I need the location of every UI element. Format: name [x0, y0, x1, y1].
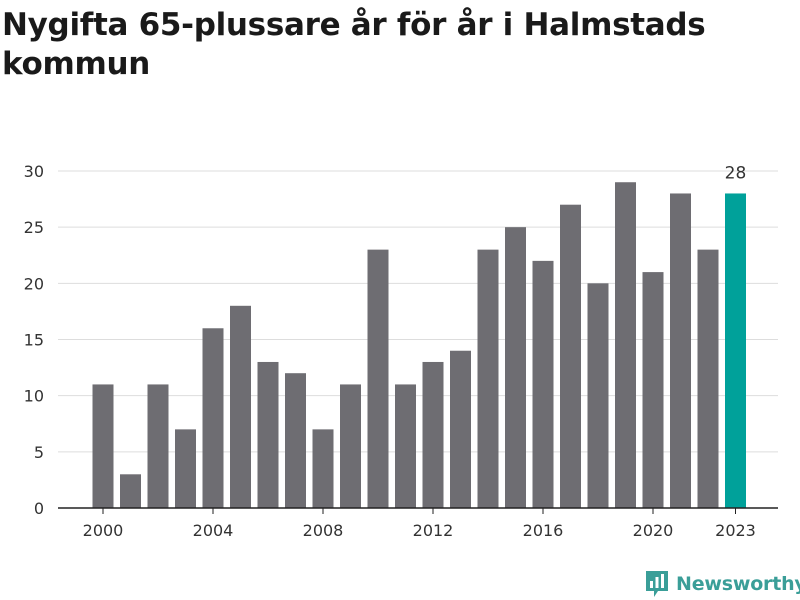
- bar-chart-icon: [646, 571, 668, 597]
- x-tick-label: 2023: [715, 521, 756, 540]
- bar: [312, 429, 334, 508]
- x-tick-label: 2004: [193, 521, 234, 540]
- bar: [120, 474, 141, 508]
- brand-name: Newsworthy: [676, 573, 800, 595]
- bar: [230, 305, 251, 508]
- bar: [395, 384, 416, 508]
- bar: [422, 361, 444, 508]
- bar: [587, 283, 609, 508]
- bar: [642, 272, 664, 508]
- y-tick-label: 30: [24, 162, 44, 181]
- y-tick-label: 0: [34, 499, 44, 518]
- data-labels: 28: [725, 163, 747, 183]
- x-tick-label: 2016: [523, 521, 564, 540]
- bar: [367, 249, 389, 508]
- bar: [615, 182, 636, 508]
- bar: [450, 350, 471, 508]
- bar-chart: 0 5 10 15 20 25 30 2000 2004 2008 2012 2016 2020 202…: [24, 162, 778, 540]
- bar: [340, 384, 361, 508]
- x-tick-label: 2020: [633, 521, 674, 540]
- bar: [670, 193, 691, 508]
- bar: [175, 429, 196, 508]
- bar: [285, 373, 306, 508]
- x-tick-label: 2008: [303, 521, 344, 540]
- bar: [725, 193, 746, 508]
- newsworthy-brand: Newsworthy: [644, 569, 800, 599]
- bar: [477, 249, 499, 508]
- x-axis: 2000 2004 2008 2012 2016 2020 2023: [58, 507, 778, 540]
- bar: [147, 384, 169, 508]
- chart-title: Nygifta 65-plussare år för år i Halmstad…: [2, 7, 706, 82]
- bar: [257, 361, 279, 508]
- y-tick-label: 5: [34, 443, 44, 462]
- bar: [92, 384, 114, 508]
- bar: [560, 204, 581, 508]
- bars: [92, 182, 746, 508]
- x-tick-label: 2000: [83, 521, 124, 540]
- y-tick-label: 25: [24, 218, 44, 237]
- bar: [697, 249, 719, 508]
- bar: [532, 260, 554, 508]
- y-axis-tick-labels: 0 5 10 15 20 25 30: [24, 162, 44, 518]
- y-tick-label: 10: [24, 387, 44, 406]
- y-tick-label: 15: [24, 331, 44, 350]
- y-tick-label: 20: [24, 274, 44, 293]
- bar: [202, 328, 224, 508]
- x-tick-label: 2012: [413, 521, 454, 540]
- bar: [505, 227, 526, 508]
- data-label: 28: [725, 163, 747, 183]
